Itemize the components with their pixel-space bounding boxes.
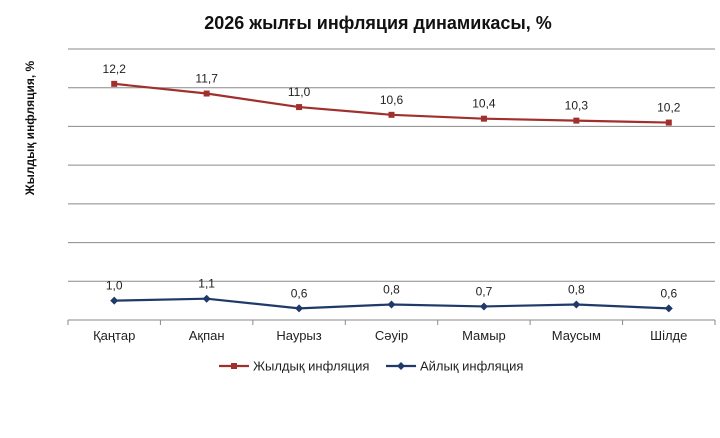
legend-label: Жылдық инфляция xyxy=(253,359,369,374)
data-label: 0,6 xyxy=(660,286,677,300)
data-point xyxy=(572,300,581,309)
data-point xyxy=(664,304,673,313)
x-tick-label: Сәуір xyxy=(375,328,408,343)
data-point xyxy=(203,90,210,97)
data-label: 0,7 xyxy=(476,284,493,298)
data-label: 10,6 xyxy=(380,93,404,107)
data-point xyxy=(296,104,303,111)
legend-item: Айлық инфляция xyxy=(386,359,523,374)
data-point xyxy=(480,115,487,122)
gridlines xyxy=(68,48,715,282)
data-label: 12,2 xyxy=(103,62,127,76)
legend-marker xyxy=(397,362,405,370)
data-point xyxy=(110,296,119,305)
x-tick-label: Шілде xyxy=(650,328,687,343)
data-label: 10,2 xyxy=(657,101,681,115)
data-point xyxy=(665,119,672,126)
data-point xyxy=(295,304,304,313)
series-1 xyxy=(111,80,672,126)
data-label: 11,7 xyxy=(195,72,218,86)
chart-title: 2026 жылғы инфляция динамикасы, % xyxy=(204,13,551,33)
data-label: 0,6 xyxy=(291,286,308,300)
data-point xyxy=(111,80,118,87)
data-labels: 12,2 11,7 11,0 10,6 10,4 10,3 10,2 1,0 1,1 0,6 0,8… xyxy=(103,62,681,301)
series-2 xyxy=(110,294,673,313)
series-layer xyxy=(110,80,673,313)
data-label: 10,3 xyxy=(565,99,589,113)
legend-label: Айлық инфляция xyxy=(420,359,523,374)
data-label: 10,4 xyxy=(472,97,496,111)
x-tick-label: Наурыз xyxy=(276,328,321,343)
data-label: 1,0 xyxy=(106,279,123,293)
y-axis-label: Жылдық инфляция, % xyxy=(23,60,37,196)
data-point xyxy=(573,117,580,124)
x-tick-label: Маусым xyxy=(552,328,601,343)
legend-marker xyxy=(231,363,237,369)
data-label: 11,0 xyxy=(288,85,311,99)
data-point xyxy=(387,300,396,309)
x-tick-label: Ақпан xyxy=(189,328,225,343)
x-axis: Қаңтар Ақпан Наурыз Сәуір Мамыр Маусым Шілде xyxy=(67,319,716,343)
legend-item: Жылдық инфляция xyxy=(219,359,369,374)
data-label: 0,8 xyxy=(568,283,585,297)
data-point xyxy=(202,294,211,303)
data-point xyxy=(479,302,488,311)
data-label: 1,1 xyxy=(198,277,215,291)
x-tick-label: Мамыр xyxy=(462,328,506,343)
data-point xyxy=(388,111,395,118)
legend: Жылдық инфляция Айлық инфляция xyxy=(219,359,523,374)
x-tick-label: Қаңтар xyxy=(93,328,135,343)
data-label: 0,8 xyxy=(383,283,400,297)
